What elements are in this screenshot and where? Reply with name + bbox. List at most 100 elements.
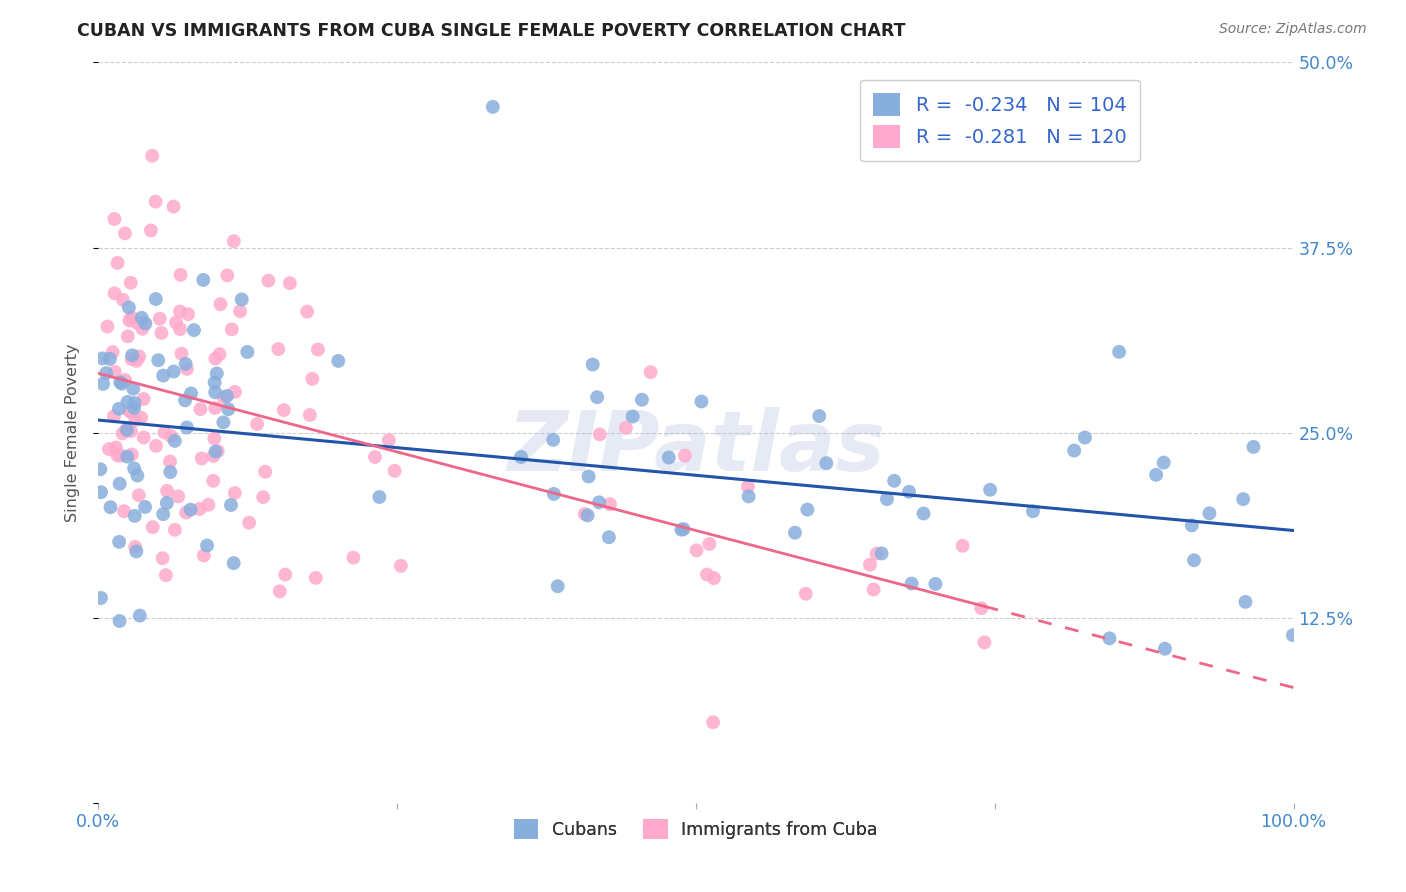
Point: [131, 322, 153, 336]
Point: [115, 423, 138, 437]
Point: [129, 410, 152, 425]
Point: [614, 421, 637, 435]
Point: [783, 525, 806, 540]
Point: [1282, 628, 1305, 642]
Point: [120, 424, 142, 438]
Point: [207, 444, 229, 458]
Point: [108, 476, 131, 491]
Point: [238, 516, 260, 530]
Point: [481, 100, 505, 114]
Point: [658, 450, 681, 465]
Point: [156, 496, 179, 510]
Point: [193, 273, 215, 287]
Point: [229, 304, 252, 318]
Point: [96, 366, 118, 380]
Point: [169, 322, 191, 336]
Point: [155, 568, 177, 582]
Point: [685, 543, 707, 558]
Point: [141, 149, 163, 163]
Point: [111, 293, 134, 307]
Point: [152, 507, 174, 521]
Point: [301, 372, 323, 386]
Point: [124, 413, 146, 427]
Point: [103, 409, 125, 424]
Point: [163, 434, 186, 448]
Point: [174, 506, 197, 520]
Point: [90, 485, 112, 500]
Point: [1182, 553, 1205, 567]
Point: [808, 409, 831, 423]
Point: [174, 357, 197, 371]
Text: Source: ZipAtlas.com: Source: ZipAtlas.com: [1219, 22, 1367, 37]
Point: [883, 474, 905, 488]
Point: [690, 394, 713, 409]
Point: [132, 392, 155, 406]
Point: [378, 433, 401, 447]
Point: [588, 495, 610, 509]
Point: [100, 500, 122, 515]
Point: [671, 523, 693, 537]
Point: [190, 402, 212, 417]
Point: [104, 365, 127, 379]
Point: [124, 508, 146, 523]
Point: [796, 502, 818, 516]
Point: [132, 316, 155, 330]
Point: [1144, 467, 1167, 482]
Point: [165, 315, 187, 329]
Point: [98, 351, 121, 366]
Point: [107, 448, 129, 462]
Point: [212, 390, 235, 404]
Point: [547, 579, 569, 593]
Point: [122, 382, 145, 396]
Point: [217, 402, 239, 417]
Point: [169, 304, 191, 318]
Point: [672, 522, 695, 536]
Point: [640, 365, 662, 379]
Point: [169, 268, 191, 282]
Point: [307, 343, 329, 357]
Point: [202, 432, 225, 446]
Point: [1181, 518, 1204, 533]
Point: [122, 461, 145, 475]
Point: [204, 385, 226, 400]
Point: [114, 373, 136, 387]
Point: [128, 488, 150, 502]
Point: [118, 404, 141, 418]
Point: [170, 346, 193, 360]
Point: [193, 549, 215, 563]
Point: [219, 498, 242, 512]
Point: [132, 430, 155, 444]
Point: [973, 635, 995, 649]
Point: [111, 426, 134, 441]
Point: [110, 376, 132, 390]
Point: [162, 365, 184, 379]
Point: [1234, 595, 1257, 609]
Point: [117, 450, 139, 464]
Point: [364, 450, 387, 464]
Point: [222, 234, 245, 248]
Point: [541, 433, 564, 447]
Point: [1098, 632, 1121, 646]
Point: [159, 465, 181, 479]
Point: [122, 401, 145, 415]
Point: [865, 547, 887, 561]
Point: [202, 449, 225, 463]
Point: [167, 490, 190, 504]
Point: [145, 292, 167, 306]
Point: [979, 483, 1001, 497]
Point: [124, 540, 146, 554]
Point: [204, 376, 226, 390]
Point: [91, 376, 114, 391]
Point: [699, 537, 721, 551]
Point: [125, 354, 148, 368]
Point: [328, 354, 350, 368]
Point: [224, 384, 246, 399]
Point: [1232, 492, 1254, 507]
Point: [912, 507, 935, 521]
Point: [1154, 641, 1177, 656]
Point: [134, 500, 156, 514]
Point: [111, 376, 134, 391]
Point: [145, 439, 167, 453]
Point: [114, 227, 136, 241]
Point: [139, 223, 162, 237]
